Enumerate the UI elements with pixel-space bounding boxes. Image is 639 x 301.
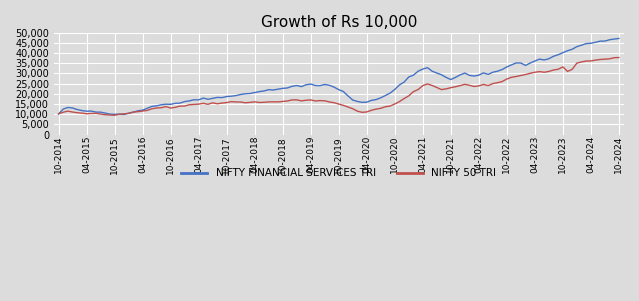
NIFTY 50 TRI xyxy=(116,112,123,116)
NIFTY FINANCIAL SERVICES TRI xyxy=(582,42,590,45)
Title: Growth of Rs 10,000: Growth of Rs 10,000 xyxy=(261,15,417,30)
NIFTY FINANCIAL SERVICES TRI xyxy=(111,113,118,116)
NIFTY FINANCIAL SERVICES TRI xyxy=(120,113,128,116)
NIFTY 50 TRI xyxy=(438,88,445,92)
NIFTY 50 TRI xyxy=(582,59,590,63)
NIFTY FINANCIAL SERVICES TRI xyxy=(190,98,198,101)
NIFTY FINANCIAL SERVICES TRI xyxy=(55,112,63,116)
Line: NIFTY FINANCIAL SERVICES TRI: NIFTY FINANCIAL SERVICES TRI xyxy=(59,39,619,114)
NIFTY 50 TRI xyxy=(615,56,623,59)
NIFTY 50 TRI xyxy=(298,99,305,103)
NIFTY FINANCIAL SERVICES TRI xyxy=(298,85,305,88)
NIFTY 50 TRI xyxy=(190,103,198,106)
NIFTY FINANCIAL SERVICES TRI xyxy=(615,37,623,40)
Legend: NIFTY FINANCIAL SERVICES TRI, NIFTY 50 TRI: NIFTY FINANCIAL SERVICES TRI, NIFTY 50 T… xyxy=(177,164,500,182)
NIFTY 50 TRI xyxy=(111,113,118,117)
NIFTY 50 TRI xyxy=(410,90,417,94)
NIFTY 50 TRI xyxy=(55,112,63,116)
NIFTY FINANCIAL SERVICES TRI xyxy=(438,73,445,76)
NIFTY FINANCIAL SERVICES TRI xyxy=(410,73,417,77)
Line: NIFTY 50 TRI: NIFTY 50 TRI xyxy=(59,57,619,115)
